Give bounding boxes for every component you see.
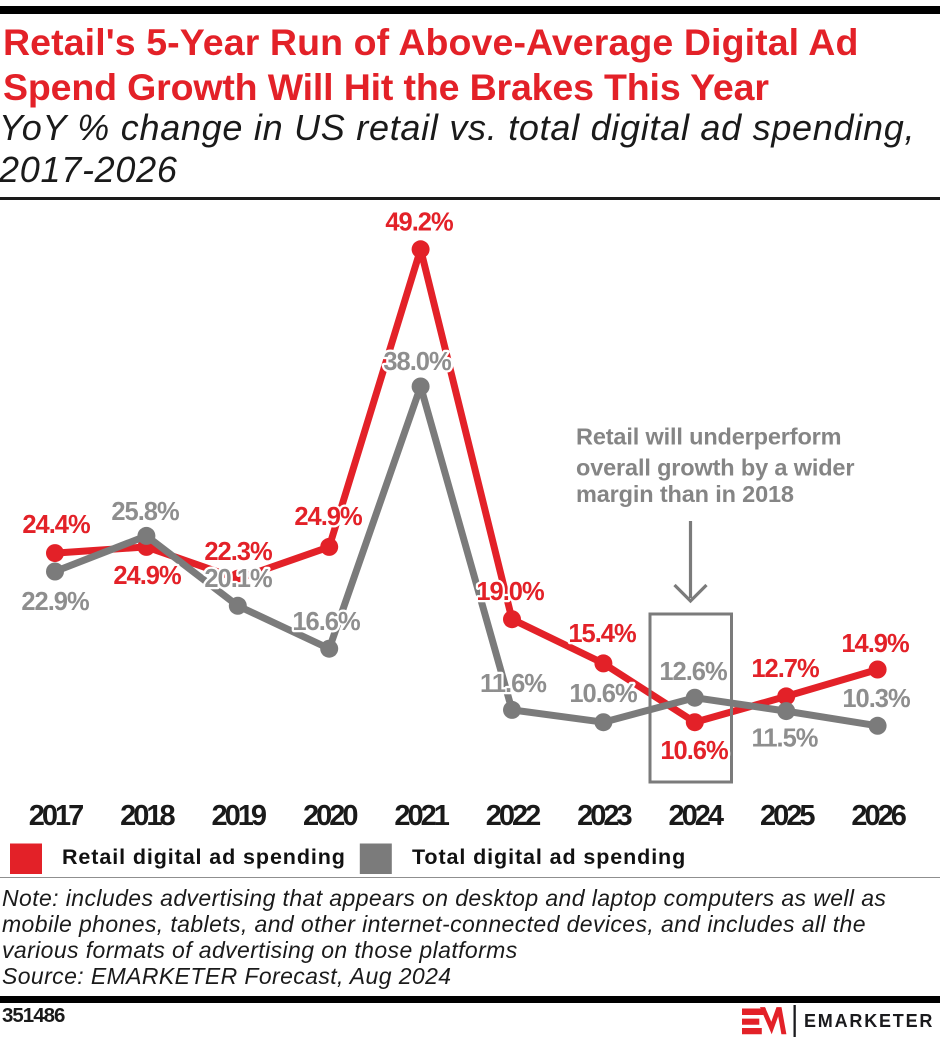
svg-text:49.2%: 49.2%	[385, 209, 453, 237]
svg-text:16.6%: 16.6%	[292, 608, 360, 636]
svg-text:2017: 2017	[29, 800, 83, 832]
svg-text:20.1%: 20.1%	[204, 565, 272, 593]
svg-text:Total digital ad spending: Total digital ad spending	[412, 845, 686, 869]
svg-text:10.6%: 10.6%	[660, 737, 728, 765]
svg-text:12.7%: 12.7%	[751, 655, 819, 683]
svg-text:22.3%: 22.3%	[204, 538, 272, 566]
svg-text:overall growth by a wider: overall growth by a wider	[576, 455, 854, 481]
svg-text:Retail will underperform: Retail will underperform	[576, 424, 841, 450]
svg-text:2026: 2026	[851, 800, 906, 832]
svg-text:14.9%: 14.9%	[841, 630, 909, 658]
svg-text:38.0%: 38.0%	[383, 348, 451, 376]
svg-text:10.6%: 10.6%	[569, 680, 637, 708]
svg-text:Retail digital ad spending: Retail digital ad spending	[62, 845, 346, 869]
svg-text:24.4%: 24.4%	[22, 511, 90, 539]
svg-text:2019: 2019	[212, 800, 267, 832]
svg-text:margin than in 2018: margin than in 2018	[576, 481, 794, 507]
svg-text:EMARKETER: EMARKETER	[804, 1011, 934, 1031]
svg-text:2020: 2020	[303, 800, 357, 832]
svg-text:11.5%: 11.5%	[752, 725, 818, 753]
svg-text:19.0%: 19.0%	[476, 578, 544, 606]
svg-text:12.6%: 12.6%	[659, 658, 727, 686]
svg-text:22.9%: 22.9%	[21, 588, 89, 616]
svg-text:2025: 2025	[760, 800, 815, 832]
svg-text:25.8%: 25.8%	[111, 498, 179, 526]
svg-text:2018: 2018	[120, 800, 175, 832]
svg-text:24.9%: 24.9%	[294, 503, 362, 531]
svg-text:2024: 2024	[669, 800, 724, 832]
svg-text:10.3%: 10.3%	[842, 685, 910, 713]
svg-text:2022: 2022	[486, 800, 540, 832]
svg-text:11.6%: 11.6%	[480, 670, 546, 698]
svg-text:24.9%: 24.9%	[113, 562, 181, 590]
svg-text:15.4%: 15.4%	[568, 620, 636, 648]
svg-text:2021: 2021	[394, 800, 449, 832]
svg-text:2023: 2023	[577, 800, 632, 832]
